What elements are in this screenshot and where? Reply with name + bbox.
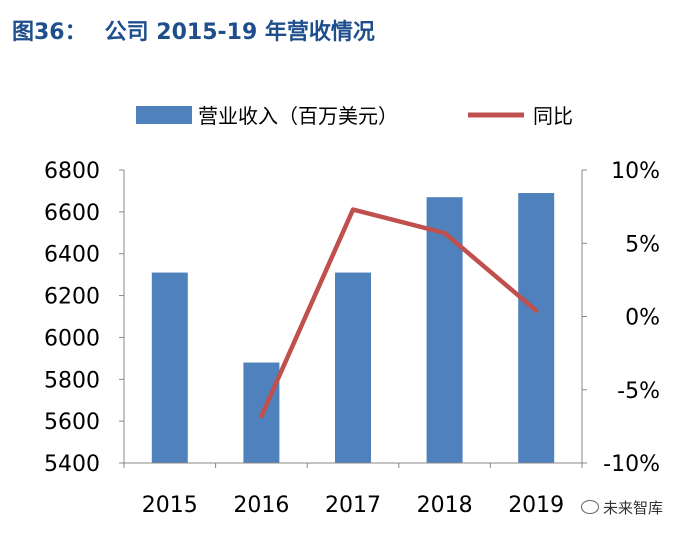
legend: 营业收入（百万美元） 同比: [136, 104, 573, 128]
x-tick-label: 2018: [417, 493, 473, 518]
yoy-series-line: [259, 207, 539, 419]
x-tick-label: 2019: [508, 493, 564, 518]
wechat-icon: [581, 500, 599, 514]
right-tick-label: -10%: [603, 452, 660, 477]
bars: [151, 193, 555, 463]
left-tick-label: 5400: [44, 452, 100, 477]
left-tick-label: 6000: [44, 326, 100, 351]
figure-title-text: 公司 2015-19 年营收情况: [104, 20, 375, 45]
bar-2017: [335, 272, 371, 463]
right-tick-label: -5%: [617, 379, 660, 404]
left-tick-label: 6600: [44, 201, 100, 226]
figure-title: 图36： 公司 2015-19 年营收情况: [12, 14, 375, 46]
bar-2018: [426, 197, 463, 463]
x-tick-label: 2015: [142, 493, 198, 518]
watermark: 未来智库: [581, 497, 663, 518]
left-tick-label: 6400: [44, 243, 100, 268]
left-tick-label: 6200: [44, 285, 100, 310]
left-tick-label: 6800: [44, 159, 100, 184]
right-tick-label: 0%: [625, 306, 660, 331]
bar-2019: [518, 193, 555, 463]
x-tick-label: 2017: [325, 493, 381, 518]
x-tick-label: 2016: [233, 493, 289, 518]
legend-label-yoy: 同比: [533, 104, 573, 128]
legend-label-revenue: 营业收入（百万美元）: [198, 104, 398, 128]
right-tick-label: 5%: [625, 232, 660, 257]
right-tick-label: 10%: [611, 159, 660, 184]
figure-number: 图36：: [12, 20, 87, 45]
bar-2015: [151, 272, 188, 463]
yoy-line: [259, 207, 539, 419]
watermark-text: 未来智库: [603, 499, 664, 517]
axes: [119, 169, 587, 468]
tick-labels: 5400 5600 5800 6000 6200 6400 6600 6800 -10% -5% 0…: [44, 159, 660, 518]
legend-swatch-revenue: [136, 106, 192, 124]
left-tick-label: 5600: [44, 410, 100, 435]
left-tick-label: 5800: [44, 368, 100, 393]
